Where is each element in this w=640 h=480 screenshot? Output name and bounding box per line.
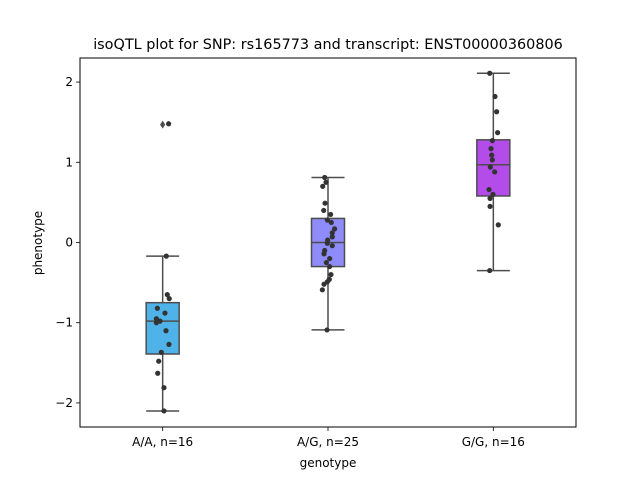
y-tick-label: 2 <box>65 75 73 89</box>
data-point <box>321 251 327 257</box>
data-point <box>329 230 335 236</box>
data-point <box>323 179 329 185</box>
data-point <box>489 152 495 158</box>
data-point <box>495 130 501 136</box>
outlier-marker <box>160 120 166 129</box>
data-point <box>492 93 498 100</box>
data-point <box>166 341 172 347</box>
data-point <box>324 327 330 333</box>
data-point <box>487 195 493 201</box>
data-point <box>166 121 172 127</box>
data-point <box>323 259 329 266</box>
data-point <box>155 370 161 376</box>
data-point <box>166 296 172 302</box>
data-point <box>327 255 333 262</box>
x-tick-label: G/G, n=16 <box>462 435 525 449</box>
box <box>145 301 180 355</box>
data-point <box>328 219 334 226</box>
data-point <box>489 157 495 163</box>
data-point <box>320 183 326 189</box>
y-axis-label: phenotype <box>31 211 45 275</box>
data-point <box>489 138 495 144</box>
y-tick-label: −2 <box>55 396 73 410</box>
data-point <box>161 408 167 414</box>
data-point <box>328 271 334 278</box>
data-point <box>322 174 328 181</box>
x-tick-label: A/A, n=16 <box>132 435 193 449</box>
data-point <box>324 240 330 246</box>
data-point <box>164 292 170 298</box>
box-group <box>476 70 511 274</box>
y-tick-label: 0 <box>65 236 73 250</box>
box-group <box>310 174 346 333</box>
data-point <box>319 287 325 293</box>
data-point <box>494 109 500 115</box>
data-point <box>328 211 334 218</box>
data-point <box>486 186 492 193</box>
data-point <box>490 191 496 197</box>
data-point <box>329 243 335 249</box>
data-point <box>158 349 164 355</box>
data-point <box>492 169 498 175</box>
data-point <box>332 226 338 232</box>
data-point <box>163 253 169 259</box>
data-point <box>163 328 169 334</box>
data-point <box>487 70 493 76</box>
y-tick-label: −1 <box>55 316 73 330</box>
x-axis: A/A, n=16 A/G, n=25 G/G, n=16 <box>132 427 525 449</box>
chart-title: isoQTL plot for SNP: rs165773 and transc… <box>93 37 563 53</box>
data-point <box>156 358 162 364</box>
data-point <box>329 234 335 240</box>
data-point <box>321 281 327 287</box>
data-point <box>161 385 167 391</box>
box-group <box>145 120 180 414</box>
data-point <box>154 305 160 311</box>
y-tick-label: 1 <box>65 155 73 169</box>
x-tick-label: A/G, n=25 <box>297 435 359 449</box>
data-point <box>324 217 330 223</box>
data-point <box>321 207 327 214</box>
data-point <box>487 267 493 274</box>
data-point <box>488 146 494 152</box>
data-point <box>487 164 493 170</box>
data-point <box>322 200 328 206</box>
y-axis: −2 −1 0 1 2 <box>55 75 80 410</box>
x-axis-label: genotype <box>300 456 357 470</box>
data-point <box>157 318 163 324</box>
data-point <box>487 203 493 210</box>
data-point <box>162 310 168 316</box>
data-point <box>495 222 501 228</box>
data-point <box>327 263 333 270</box>
